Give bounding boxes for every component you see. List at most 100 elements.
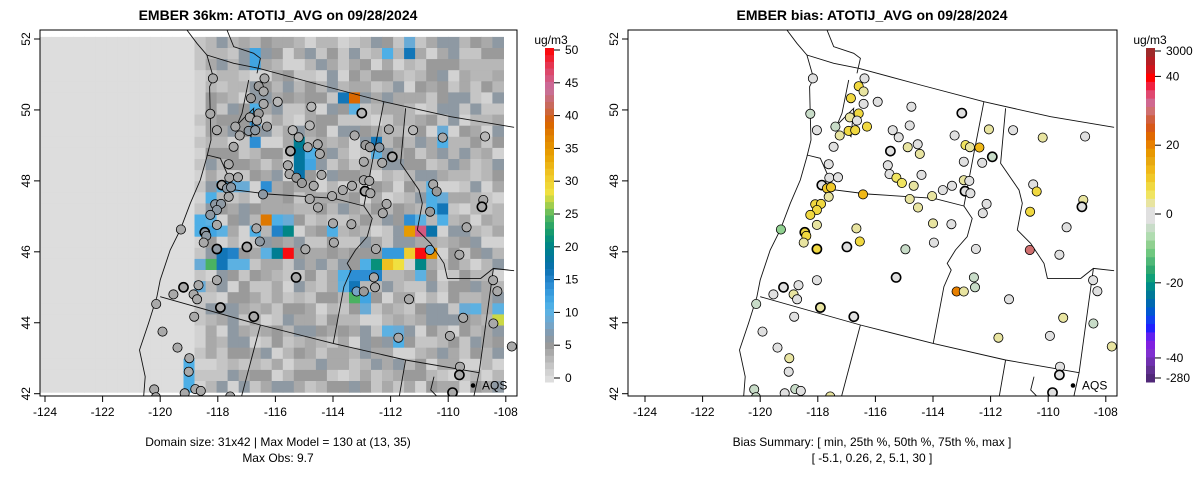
raster-cell xyxy=(448,314,460,327)
raster-cell xyxy=(238,192,251,204)
raster-cell xyxy=(470,70,482,82)
raster-cell xyxy=(117,125,129,138)
station-point xyxy=(492,286,503,297)
raster-cell xyxy=(150,270,162,282)
raster-cell xyxy=(404,136,416,149)
raster-cell xyxy=(437,358,449,371)
model-map: AQS xyxy=(40,30,517,396)
station-point xyxy=(927,191,938,202)
raster-cell xyxy=(304,247,317,260)
station-point xyxy=(970,243,981,254)
raster-cell xyxy=(216,192,229,204)
raster-cell xyxy=(150,347,162,360)
raster-cell xyxy=(492,103,504,116)
raster-cell xyxy=(459,159,471,171)
station-point xyxy=(828,141,839,152)
raster-cell xyxy=(205,36,218,49)
raster-cell xyxy=(426,136,438,149)
raster-cell xyxy=(470,114,482,127)
coastline xyxy=(139,54,215,396)
raster-cell xyxy=(448,292,460,304)
raster-cell xyxy=(293,147,306,160)
raster-cell xyxy=(481,236,493,249)
raster-cell xyxy=(459,292,471,304)
raster-cell xyxy=(492,59,504,71)
raster-cell xyxy=(73,181,85,193)
raster-cell xyxy=(282,236,295,249)
y-tick-label: 50 xyxy=(607,103,621,117)
raster-cell xyxy=(150,203,162,216)
station-point xyxy=(896,177,907,188)
x-tick-label: -116 xyxy=(264,405,287,419)
raster-cell xyxy=(326,136,339,149)
raster-cell xyxy=(161,48,173,60)
y-tick-label: 50 xyxy=(19,103,33,117)
raster-cell xyxy=(260,147,273,160)
raster-cell xyxy=(194,192,207,204)
raster-cell xyxy=(238,303,251,315)
station-point xyxy=(408,125,419,136)
raster-cell xyxy=(492,314,504,327)
raster-cell xyxy=(304,81,317,93)
raster-cell xyxy=(448,136,460,149)
raster-cell xyxy=(271,203,284,216)
station-point xyxy=(308,180,319,191)
raster-cell xyxy=(426,270,438,282)
station-point xyxy=(882,160,893,171)
raster-cell xyxy=(150,336,162,349)
raster-cell xyxy=(492,81,504,93)
raster-cell xyxy=(205,192,218,204)
raster-cell xyxy=(415,236,427,249)
colorbar-bin xyxy=(1146,323,1155,333)
station-point xyxy=(779,388,790,396)
raster-cell xyxy=(95,70,107,82)
idaho-montana-border xyxy=(400,108,515,279)
raster-cell xyxy=(227,81,240,93)
raster-cell xyxy=(426,314,438,327)
raster-cell xyxy=(349,81,361,93)
raster-cell xyxy=(304,236,317,249)
raster-cell xyxy=(459,59,471,71)
raster-cell xyxy=(249,381,262,393)
colorbar-bin xyxy=(1146,164,1155,174)
x-tick-label: -122 xyxy=(691,405,715,419)
raster-cell xyxy=(382,336,394,349)
raster-cell xyxy=(282,48,295,60)
raster-cell xyxy=(337,70,350,82)
raster-cell xyxy=(371,336,383,349)
raster-cell xyxy=(470,103,482,116)
y-tick-label: 42 xyxy=(19,387,33,401)
raster-cell xyxy=(404,147,416,160)
axes: -124 -122 -120 -118 -116 -114 -112 -110 -1084244… xyxy=(19,29,1118,419)
raster-cell xyxy=(84,136,96,149)
raster-cell xyxy=(470,347,482,360)
raster-cell xyxy=(415,358,427,371)
raster-cell xyxy=(172,270,185,282)
raster-cell xyxy=(349,314,361,327)
raster-cell xyxy=(382,70,394,82)
raster-cell xyxy=(161,247,173,260)
raster-cell xyxy=(227,336,240,349)
raster-cell xyxy=(139,292,151,304)
station-point xyxy=(833,172,844,183)
raster-cell xyxy=(271,103,284,116)
southern-border xyxy=(160,296,480,374)
raster-cell xyxy=(371,203,383,216)
raster-cell xyxy=(249,48,262,60)
colorbar-bin xyxy=(545,221,554,229)
station-point xyxy=(444,330,455,341)
raster-cell xyxy=(459,281,471,293)
raster-cell xyxy=(337,59,350,71)
raster-cell xyxy=(249,258,262,271)
raster-cell xyxy=(62,381,74,393)
station-point xyxy=(403,294,414,305)
raster-cell xyxy=(382,159,394,171)
raster-cell xyxy=(481,214,493,227)
raster-cell xyxy=(337,258,350,271)
station-point xyxy=(300,244,311,255)
raster-cell xyxy=(326,247,339,260)
raster-cell xyxy=(326,147,339,160)
y-tick-label: 48 xyxy=(19,174,33,188)
raster-cell xyxy=(73,136,85,149)
